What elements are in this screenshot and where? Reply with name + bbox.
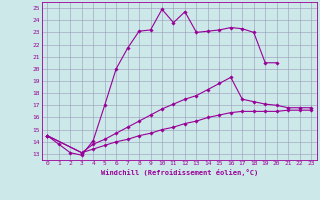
X-axis label: Windchill (Refroidissement éolien,°C): Windchill (Refroidissement éolien,°C) bbox=[100, 169, 258, 176]
